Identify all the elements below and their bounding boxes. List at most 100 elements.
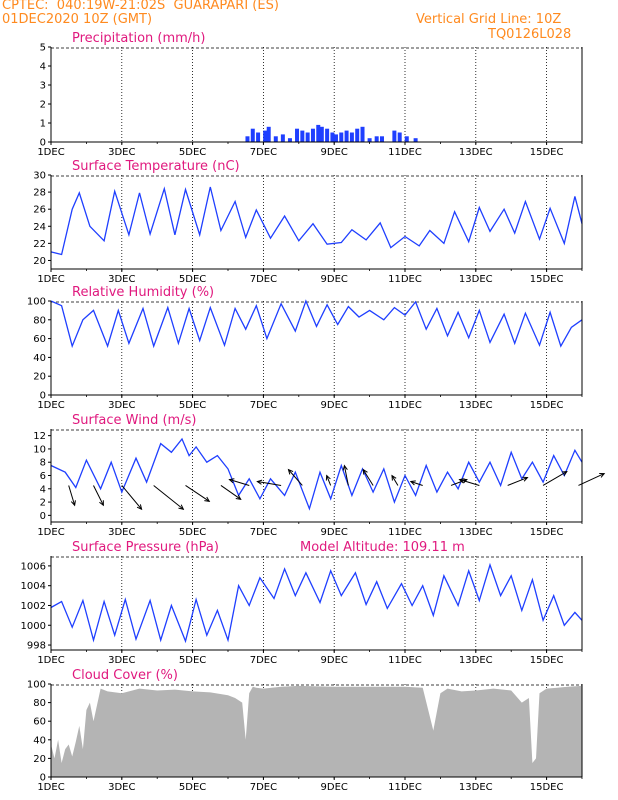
y-tick-label: 1002	[21, 601, 46, 612]
x-tick-label: 3DEC	[108, 782, 135, 793]
y-tick-label: 24	[33, 222, 46, 233]
wind-arrow	[121, 485, 143, 511]
y-tick-label: 998	[27, 641, 46, 652]
panel-pressure: 998 1000 1002 1004 1006 1DEC 3DEC 5DEC 7DEC 9DEC 1…	[21, 540, 583, 666]
wind-arrow-head	[325, 474, 331, 481]
precip-bar	[330, 132, 335, 142]
precip-bar	[397, 132, 402, 142]
x-tick-label: 13DEC	[459, 400, 493, 411]
wind-arrow	[542, 471, 568, 486]
x-tick-label: 11DEC	[388, 655, 422, 666]
panel-title-pressure: Surface Pressure (hPa)	[72, 540, 219, 555]
x-tick-label: 3DEC	[108, 655, 135, 666]
wind-arrow	[256, 479, 282, 486]
y-tick-label: 28	[33, 188, 46, 199]
x-tick-label: 1DEC	[37, 655, 64, 666]
wind-arrow-shaft	[542, 471, 568, 486]
x-tick-label: 13DEC	[459, 655, 493, 666]
x-tick-label: 5DEC	[179, 527, 206, 538]
wind-arrow-head	[391, 474, 397, 481]
wind-arrow	[342, 464, 349, 486]
wind-arrow-head	[458, 478, 465, 484]
x-tick-label: 7DEC	[250, 527, 277, 538]
x-tick-label: 5DEC	[179, 400, 206, 411]
y-tick-label: 100	[27, 680, 46, 691]
precip-bar	[344, 130, 349, 142]
wind-arrow-shaft	[185, 485, 210, 502]
wind-arrow-shaft	[288, 469, 303, 486]
x-tick-label: 15DEC	[530, 400, 564, 411]
y-tick-label: 0	[40, 511, 46, 522]
wind-arrow-head	[235, 494, 242, 500]
rh-series-line	[50, 299, 583, 349]
wind-arrow	[507, 476, 529, 486]
wind-arrow-shaft	[68, 485, 76, 506]
x-tick-label: 1DEC	[37, 274, 64, 285]
x-tick-label: 9DEC	[321, 274, 348, 285]
x-tick-label: 3DEC	[108, 400, 135, 411]
y-tick-label: 0	[40, 773, 46, 784]
x-tick-label: 13DEC	[459, 147, 493, 158]
wind-arrow	[325, 474, 332, 486]
y-tick-label: 4	[40, 484, 46, 495]
precip-bar	[325, 128, 330, 142]
wind-arrow-head	[362, 468, 368, 475]
wind-arrow-shaft	[257, 481, 282, 486]
y-tick-label: 6	[40, 471, 46, 482]
wind-arrow-head	[409, 480, 416, 486]
wind-arrow-head	[178, 504, 185, 510]
x-tick-label: 7DEC	[250, 782, 277, 793]
x-tick-label: 15DEC	[530, 782, 564, 793]
y-tick-label: 30	[33, 171, 46, 182]
panel-rh: 0 20 40 60 80 100 1DEC 3DEC 5DEC 7DEC 9DEC 11DEC 13D…	[27, 285, 583, 411]
wind-arrow	[362, 468, 374, 486]
y-tick-label: 0	[40, 391, 46, 402]
panel-cloud: 0 20 40 60 80 100 1DEC 3DEC 5DEC 7DEC 9DEC 11DEC 13D…	[27, 668, 583, 793]
panel-precip: 0 1 2 3 4 5 1DEC 3DEC 5DEC 7DEC 9DEC 11DEC 13DEC 15DE…	[37, 31, 583, 158]
precip-bar	[413, 138, 418, 142]
x-tick-label: 7DEC	[250, 274, 277, 285]
panel-wind: 0 2 4 6 8 10 12 1DEC 3DEC 5DEC 7DEC 9DEC 11DEC 13DEC 1…	[33, 413, 606, 538]
y-tick-label: 80	[33, 698, 46, 709]
precip-bar	[310, 128, 315, 142]
wind-arrow-shaft	[229, 479, 250, 486]
panel-subtitle-pressure: Model Altitude: 109.11 m	[300, 540, 465, 555]
x-tick-label: 3DEC	[108, 147, 135, 158]
wind-arrow-shaft	[391, 475, 399, 486]
wind-arrow-shaft	[507, 477, 528, 486]
x-tick-label: 13DEC	[459, 782, 493, 793]
wind-arrow	[391, 474, 399, 486]
wind-series-line	[50, 437, 583, 511]
x-tick-label: 5DEC	[179, 274, 206, 285]
y-tick-label: 2	[40, 100, 46, 111]
precip-bar	[355, 128, 360, 142]
precip-bar	[245, 136, 250, 142]
wind-arrow-head	[522, 476, 529, 482]
precip-bar	[295, 128, 300, 142]
precip-bar	[319, 126, 324, 142]
wind-arrow	[578, 472, 606, 486]
x-tick-label: 11DEC	[388, 527, 422, 538]
x-tick-label: 9DEC	[321, 527, 348, 538]
cloud-cover-area	[51, 685, 582, 777]
precip-bar	[392, 130, 397, 142]
wind-arrow-head	[136, 504, 143, 511]
x-tick-label: 15DEC	[530, 274, 564, 285]
precip-bar	[305, 132, 310, 142]
x-tick-label: 9DEC	[321, 400, 348, 411]
precip-bar	[263, 130, 268, 142]
precip-bar	[273, 136, 278, 142]
x-tick-label: 15DEC	[530, 527, 564, 538]
wind-arrow	[287, 468, 303, 486]
precip-bar	[280, 134, 285, 142]
x-tick-label: 7DEC	[250, 655, 277, 666]
x-tick-label: 11DEC	[388, 782, 422, 793]
x-tick-label: 1DEC	[37, 527, 64, 538]
wind-arrow-head	[204, 496, 211, 502]
precip-bar	[349, 132, 354, 142]
precip-bar	[287, 138, 292, 142]
wind-arrow-shaft	[326, 475, 332, 486]
wind-arrow-head	[256, 479, 263, 485]
x-tick-label: 7DEC	[250, 400, 277, 411]
